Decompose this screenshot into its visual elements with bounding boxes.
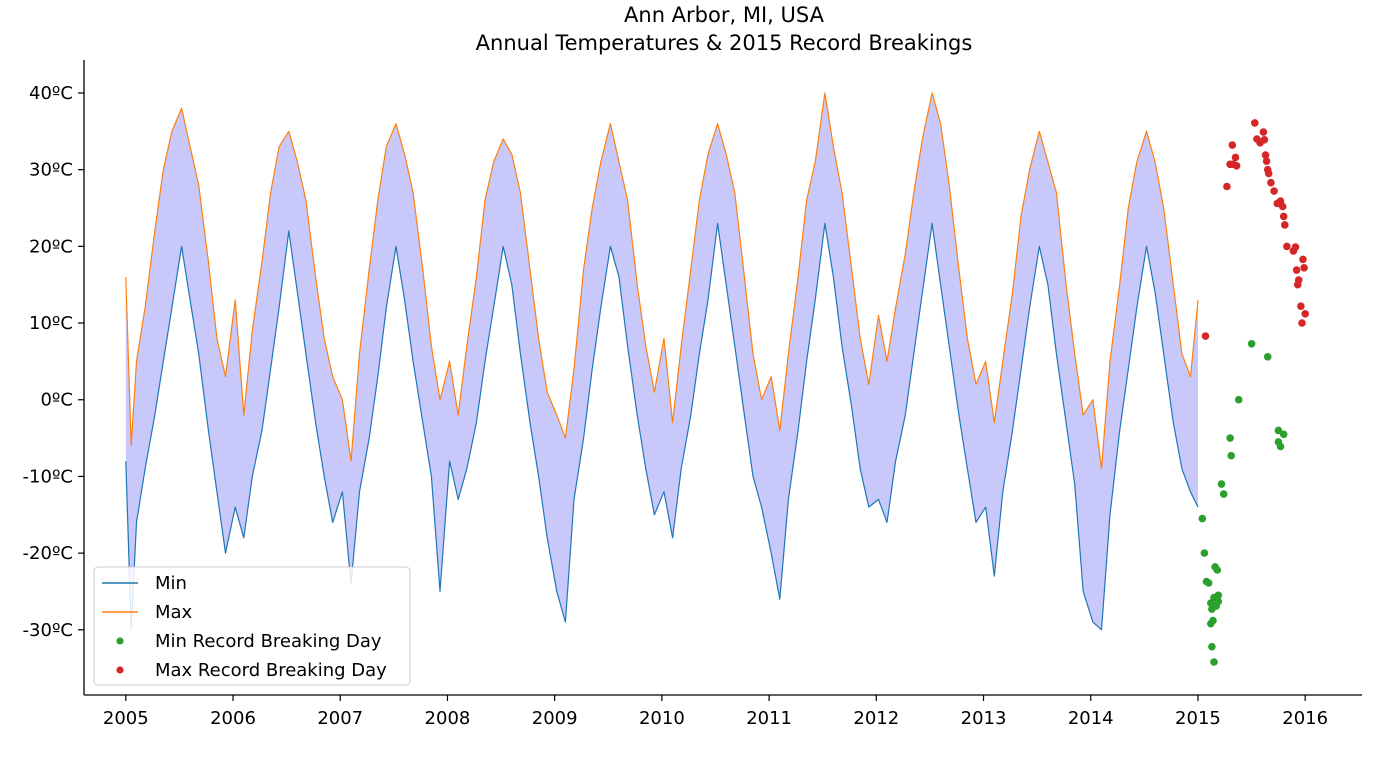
max-record-point <box>1264 169 1273 178</box>
max-record-point <box>1251 119 1259 127</box>
max-record-point <box>1228 141 1237 149</box>
y-tick-label: 0ºC <box>40 390 73 411</box>
min-record-point <box>1227 451 1235 460</box>
series-line-layer <box>125 92 1199 631</box>
max-record-point <box>1261 151 1270 159</box>
max-record-point <box>1232 162 1241 170</box>
x-tick-label: 2012 <box>853 708 899 729</box>
max-record-point <box>1223 182 1231 191</box>
min-record-point <box>1234 395 1243 404</box>
legend-box <box>93 566 411 686</box>
min-record-point <box>1263 353 1272 361</box>
min-record-point <box>1208 642 1216 651</box>
min-record-point <box>1276 442 1285 451</box>
min-record-point <box>1274 426 1283 435</box>
x-tick-label: 2007 <box>317 708 363 729</box>
min-record-point <box>1247 340 1256 348</box>
legend: Min Max Min Record Breaking Day Max Record … <box>93 566 411 686</box>
max-record-point <box>1297 302 1305 311</box>
x-tick-label: 2006 <box>210 708 256 729</box>
max-record-point <box>1299 255 1307 264</box>
max-record-point <box>1291 243 1300 251</box>
legend-label: Min <box>155 573 187 594</box>
max-record-point <box>1267 178 1275 187</box>
max-record-point <box>1270 187 1278 195</box>
chart-subtitle: Annual Temperatures & 2015 Record Breaki… <box>476 31 973 55</box>
y-tick-label: 20ºC <box>29 236 73 257</box>
max-record-point <box>1281 221 1289 229</box>
max-record-point <box>1292 266 1301 274</box>
max-temperature-line <box>125 92 1199 470</box>
max-record-point <box>1231 153 1240 162</box>
min-record-point <box>1214 591 1223 600</box>
max-record-point <box>1278 202 1287 211</box>
max-record-point <box>1283 242 1291 251</box>
min-record-point <box>1214 597 1223 606</box>
legend-label: Max <box>155 602 193 623</box>
x-tick-label: 2011 <box>746 708 792 729</box>
x-tick-label: 2014 <box>1068 708 1114 729</box>
max-record-point <box>1259 128 1268 136</box>
min-record-point <box>1204 579 1213 587</box>
max-record-point <box>1294 276 1303 284</box>
min-record-point <box>1198 514 1207 523</box>
min-record-point <box>1219 490 1228 498</box>
y-tick-label: 40ºC <box>29 83 73 104</box>
min-max-fill-layer <box>125 93 1198 630</box>
min-max-fill-band <box>125 93 1198 630</box>
legend-label: Max Record Breaking Day <box>155 660 387 681</box>
min-record-point <box>1213 566 1222 574</box>
min-record-point <box>1279 430 1288 439</box>
x-tick-label: 2009 <box>532 708 578 729</box>
x-tick-label: 2008 <box>425 708 471 729</box>
x-tick-label: 2005 <box>103 708 149 729</box>
max-record-point <box>1262 157 1271 165</box>
y-tick-label: -20ºC <box>23 543 73 564</box>
x-tick-label: 2016 <box>1282 708 1328 729</box>
max-record-point <box>1279 212 1288 221</box>
min-record-point <box>1226 434 1234 442</box>
max-record-point <box>1260 136 1269 144</box>
min-record-point <box>1200 549 1209 557</box>
max-record-point <box>1300 264 1308 272</box>
x-tick-label: 2015 <box>1175 708 1221 729</box>
min-record-point <box>1210 658 1218 666</box>
y-tick-label: 30ºC <box>29 160 73 181</box>
axes-layer: 40ºC 30ºC 20ºC 10ºC 0ºC -10ºC -20ºC -30ºC 2005 20… <box>23 60 1362 729</box>
max-record-point <box>1301 310 1309 318</box>
legend-label: Min Record Breaking Day <box>155 631 382 652</box>
y-tick-label: -30ºC <box>23 620 73 641</box>
min-record-point <box>1217 480 1226 488</box>
max-record-point <box>1201 332 1210 340</box>
max-record-point <box>1298 319 1306 327</box>
legend-dot-swatch <box>116 666 124 674</box>
x-tick-label: 2010 <box>639 708 685 729</box>
y-tick-label: 10ºC <box>29 313 73 334</box>
chart-title: Ann Arbor, MI, USA <box>624 3 825 27</box>
legend-dot-swatch <box>116 637 124 645</box>
x-tick-label: 2013 <box>961 708 1007 729</box>
min-record-point <box>1209 616 1217 625</box>
record-scatter-layer <box>1198 119 1309 666</box>
y-tick-label: -10ºC <box>23 466 73 487</box>
min-temperature-line <box>125 222 1199 631</box>
